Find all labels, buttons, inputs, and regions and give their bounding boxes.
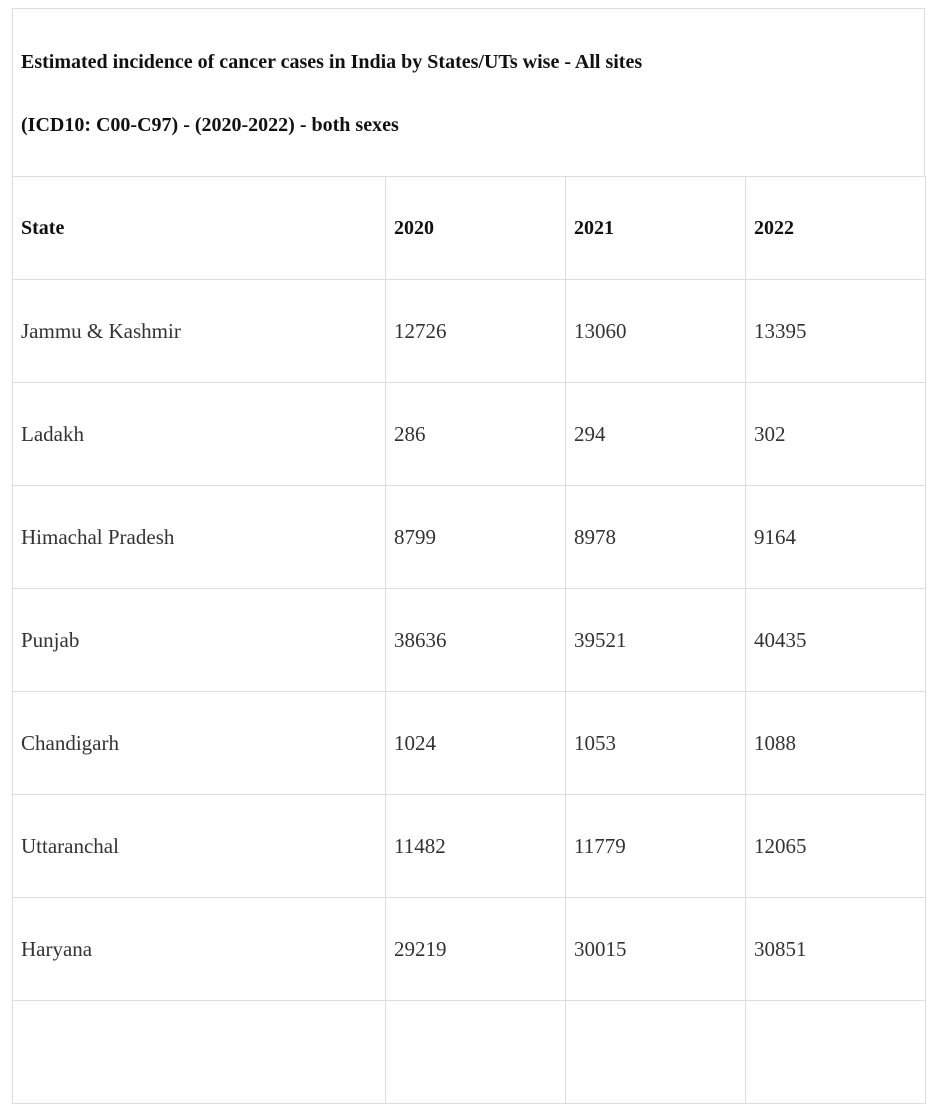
table-title: Estimated incidence of cancer cases in I…: [12, 8, 925, 176]
header-2022: 2022: [745, 176, 926, 280]
value-2021-cell: 39521: [565, 588, 746, 692]
value-2021-cell: 30015: [565, 897, 746, 1001]
empty-cell: [745, 1000, 926, 1104]
value-2021-cell: 8978: [565, 485, 746, 589]
table-row: Chandigarh 1024 1053 1088: [12, 691, 926, 795]
state-cell: Uttaranchal: [12, 794, 386, 898]
table-row: Haryana 29219 30015 30851: [12, 897, 926, 1001]
table-row: Himachal Pradesh 8799 8978 9164: [12, 485, 926, 589]
value-2022-cell: 1088: [745, 691, 926, 795]
value-2020-cell: 38636: [385, 588, 566, 692]
state-cell: Himachal Pradesh: [12, 485, 386, 589]
value-2020-cell: 11482: [385, 794, 566, 898]
value-2022-cell: 302: [745, 382, 926, 486]
empty-cell: [12, 1000, 386, 1104]
header-2021: 2021: [565, 176, 746, 280]
value-2021-cell: 13060: [565, 279, 746, 383]
value-2020-cell: 12726: [385, 279, 566, 383]
title-line-1: Estimated incidence of cancer cases in I…: [21, 51, 643, 73]
table-row: Uttaranchal 11482 11779 12065: [12, 794, 926, 898]
empty-cell: [385, 1000, 566, 1104]
state-cell: Punjab: [12, 588, 386, 692]
empty-cell: [565, 1000, 746, 1104]
state-cell: Jammu & Kashmir: [12, 279, 386, 383]
value-2020-cell: 29219: [385, 897, 566, 1001]
value-2022-cell: 12065: [745, 794, 926, 898]
header-2020: 2020: [385, 176, 566, 280]
incidence-table: State 2020 2021 2022 Jammu & Kashmir 1272…: [12, 176, 926, 1104]
state-cell: Chandigarh: [12, 691, 386, 795]
table-row: Ladakh 286 294 302: [12, 382, 926, 486]
table-header-row: State 2020 2021 2022: [12, 176, 926, 280]
header-state: State: [12, 176, 386, 280]
table-row: Punjab 38636 39521 40435: [12, 588, 926, 692]
value-2021-cell: 11779: [565, 794, 746, 898]
value-2022-cell: 9164: [745, 485, 926, 589]
state-cell: Haryana: [12, 897, 386, 1001]
value-2022-cell: 40435: [745, 588, 926, 692]
table-row-partial: [12, 1000, 926, 1104]
value-2020-cell: 286: [385, 382, 566, 486]
value-2021-cell: 1053: [565, 691, 746, 795]
value-2022-cell: 13395: [745, 279, 926, 383]
state-cell: Ladakh: [12, 382, 386, 486]
value-2021-cell: 294: [565, 382, 746, 486]
value-2020-cell: 1024: [385, 691, 566, 795]
value-2020-cell: 8799: [385, 485, 566, 589]
cancer-incidence-table-container: Estimated incidence of cancer cases in I…: [12, 8, 926, 1104]
title-line-2: (ICD10: C00-C97) - (2020-2022) - both se…: [21, 114, 399, 136]
table-row: Jammu & Kashmir 12726 13060 13395: [12, 279, 926, 383]
value-2022-cell: 30851: [745, 897, 926, 1001]
